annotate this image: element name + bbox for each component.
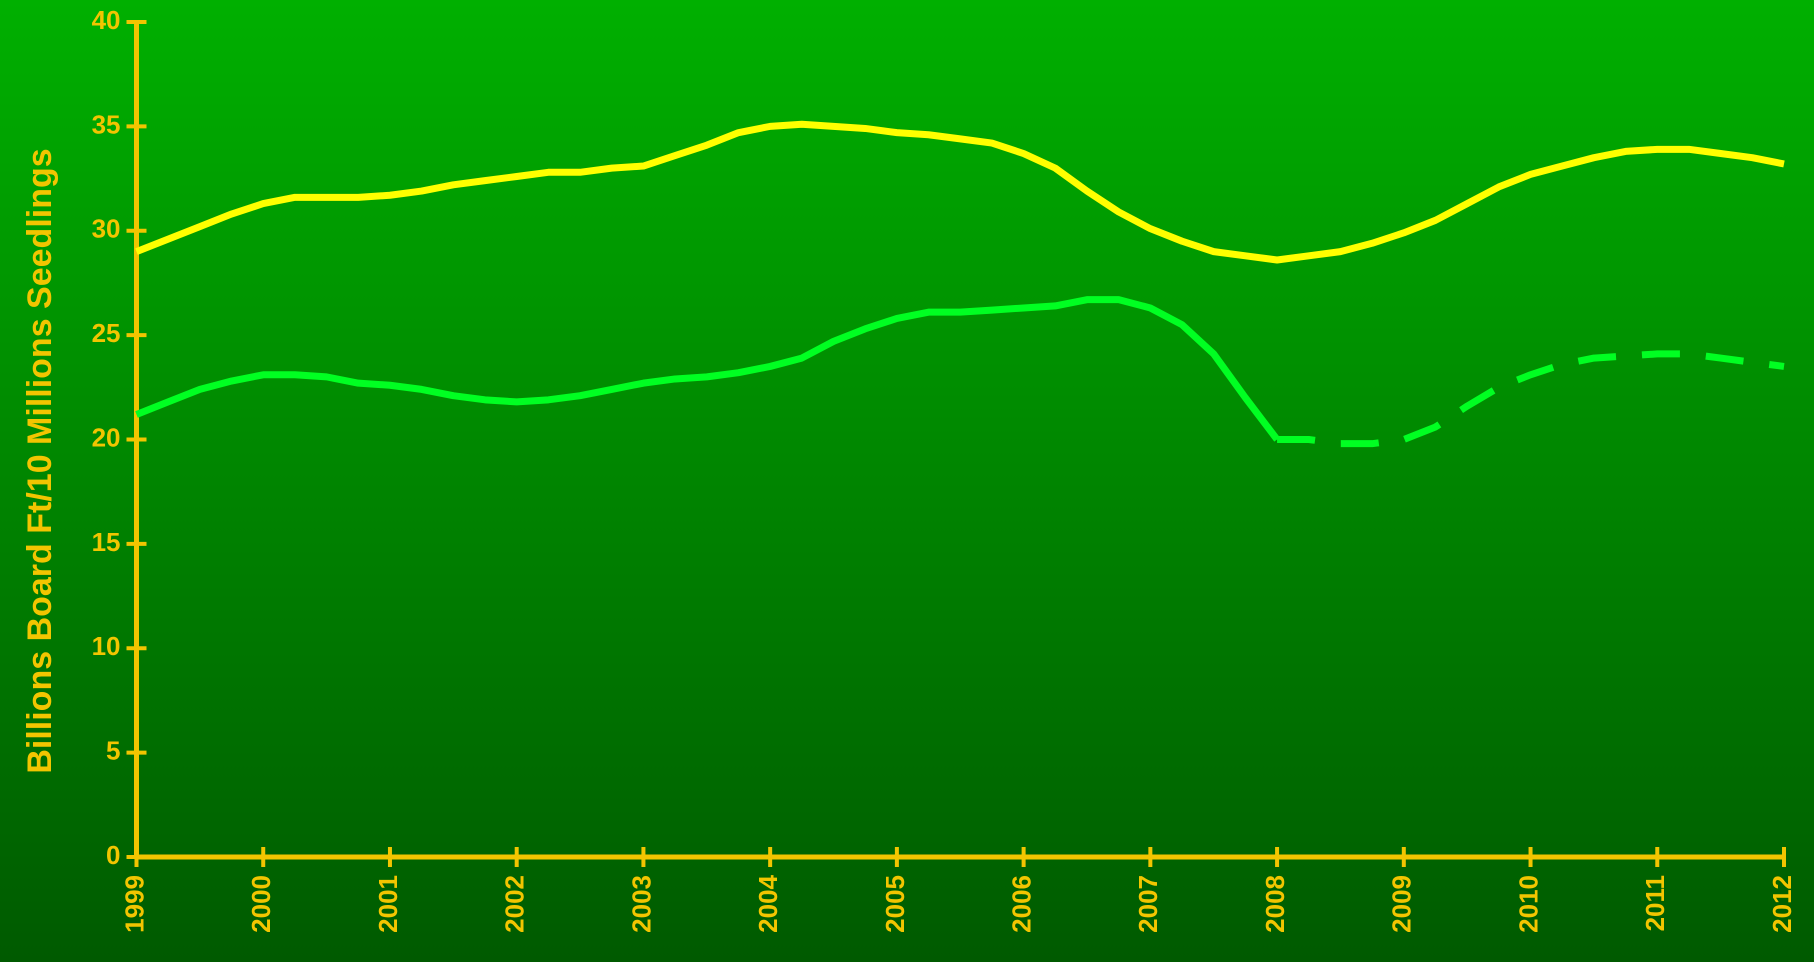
y-tick-label: 35 bbox=[92, 109, 121, 139]
x-tick-label: 2000 bbox=[246, 875, 276, 933]
y-tick-label: 30 bbox=[92, 214, 121, 244]
y-tick-label: 5 bbox=[106, 736, 120, 766]
series-line bbox=[135, 296, 1280, 442]
x-tick-label: 2007 bbox=[1133, 875, 1163, 933]
x-tick-label: 2002 bbox=[500, 875, 530, 933]
y-axis-label: Billions Board Ft/10 Millions Seedlings bbox=[21, 148, 59, 773]
x-tick-label: 2005 bbox=[880, 875, 910, 933]
x-tick-label: 2009 bbox=[1387, 875, 1417, 933]
x-tick-label: 2008 bbox=[1260, 875, 1290, 933]
y-tick-label: 40 bbox=[92, 5, 121, 35]
x-tick-label: 2012 bbox=[1767, 875, 1797, 933]
x-tick-label: 2006 bbox=[1006, 875, 1036, 933]
x-tick-label: 2003 bbox=[626, 875, 656, 933]
x-tick-label: 2001 bbox=[373, 875, 403, 933]
y-tick-label: 0 bbox=[106, 840, 120, 870]
x-tick-label: 2011 bbox=[1640, 875, 1670, 931]
y-tick-label: 15 bbox=[92, 527, 121, 557]
y-tick-label: 20 bbox=[92, 422, 121, 452]
x-tick-label: 1999 bbox=[119, 875, 149, 933]
y-tick-label: 10 bbox=[92, 631, 121, 661]
series-line bbox=[135, 120, 1785, 264]
series-line bbox=[1277, 350, 1785, 448]
x-tick-label: 2004 bbox=[753, 874, 783, 932]
y-tick-label: 25 bbox=[92, 318, 121, 348]
x-tick-label: 2010 bbox=[1513, 875, 1543, 933]
